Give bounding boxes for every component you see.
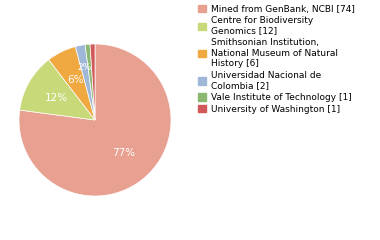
Wedge shape — [75, 45, 95, 120]
Text: 2%: 2% — [78, 63, 92, 72]
Text: 12%: 12% — [45, 93, 68, 103]
Wedge shape — [19, 44, 171, 196]
Wedge shape — [85, 44, 95, 120]
Text: 77%: 77% — [112, 148, 136, 158]
Wedge shape — [49, 47, 95, 120]
Text: 6%: 6% — [67, 75, 84, 85]
Wedge shape — [90, 44, 95, 120]
Legend: Mined from GenBank, NCBI [74], Centre for Biodiversity
Genomics [12], Smithsonia: Mined from GenBank, NCBI [74], Centre fo… — [198, 5, 355, 114]
Wedge shape — [20, 60, 95, 120]
